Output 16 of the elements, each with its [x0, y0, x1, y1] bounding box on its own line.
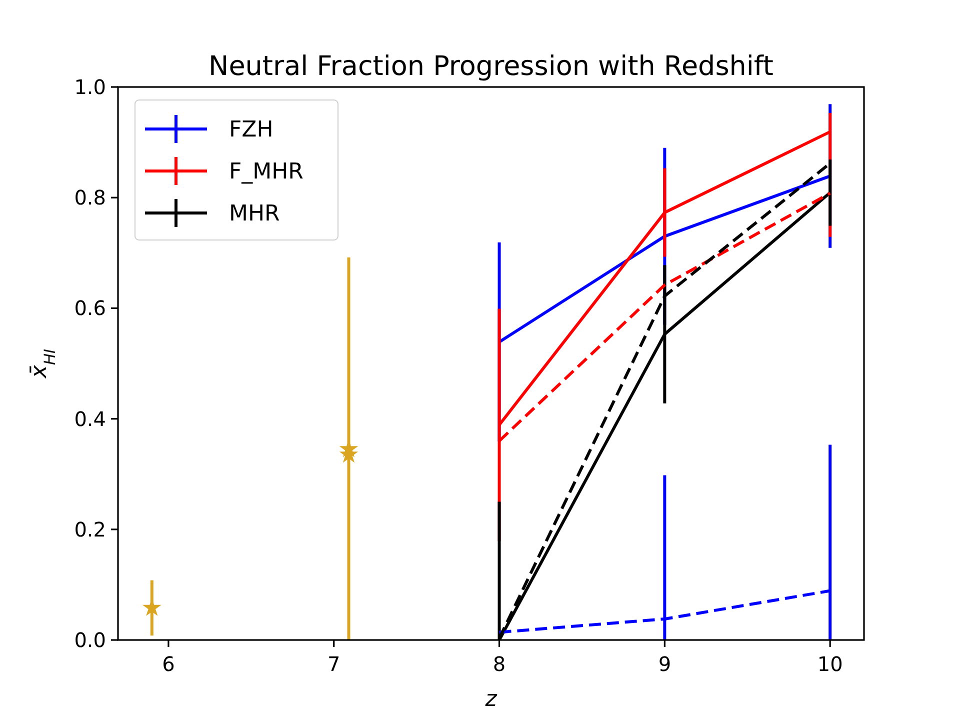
chart-title: Neutral Fraction Progression with Redshift — [208, 51, 774, 82]
y-tick-label: 0.8 — [74, 186, 106, 210]
y-tick-label: 1.0 — [74, 75, 106, 99]
legend-label: F_MHR — [229, 160, 304, 185]
y-tick-label: 0.4 — [74, 406, 106, 431]
x-tick-label: 7 — [327, 652, 340, 676]
y-tick-label: 0.2 — [74, 517, 106, 542]
y-tick-label: 0.6 — [74, 296, 106, 320]
x-axis-title: z — [484, 687, 498, 712]
x-tick-label: 9 — [658, 652, 672, 676]
x-tick-label: 10 — [817, 652, 843, 676]
y-tick-label: 0.0 — [74, 628, 106, 652]
legend-label: FZH — [229, 118, 274, 143]
x-tick-label: 8 — [492, 652, 506, 676]
legend-label: MHR — [229, 202, 280, 227]
x-tick-label: 6 — [162, 652, 175, 676]
